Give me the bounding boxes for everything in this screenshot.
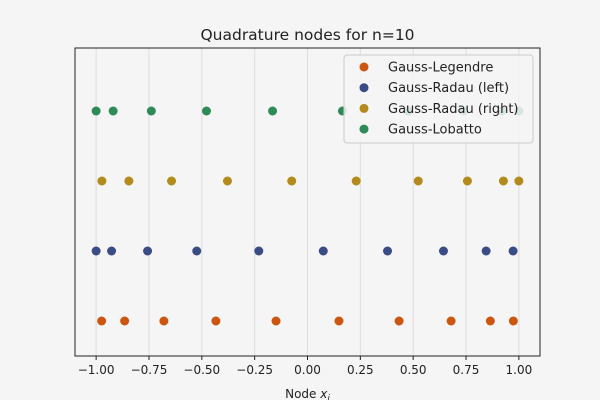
legend-label: Gauss-Radau (right) bbox=[388, 102, 519, 117]
x-tick-label: −0.50 bbox=[183, 363, 220, 377]
x-axis-label-subscript: i bbox=[327, 394, 330, 400]
legend-marker bbox=[359, 83, 369, 93]
data-point bbox=[514, 176, 524, 186]
data-point bbox=[97, 176, 107, 186]
x-tick-label: −0.75 bbox=[131, 363, 168, 377]
data-point bbox=[268, 106, 278, 116]
data-point bbox=[108, 106, 118, 116]
x-axis-label-text: Node bbox=[285, 387, 320, 400]
data-point bbox=[318, 246, 328, 256]
data-point bbox=[201, 106, 211, 116]
data-point bbox=[211, 316, 221, 326]
legend-marker bbox=[359, 103, 369, 113]
data-point bbox=[97, 316, 107, 326]
x-axis-ticks: −1.00 −0.75 −0.50 −0.25 0.00 0.25 0.50 0.75 1.00 bbox=[78, 356, 532, 377]
data-point bbox=[438, 246, 448, 256]
data-point bbox=[462, 176, 472, 186]
data-point bbox=[485, 316, 495, 326]
legend: Gauss-Legendre Gauss-Radau (left) Gauss-Ra… bbox=[343, 54, 534, 144]
x-tick-label: 1.00 bbox=[506, 363, 533, 377]
legend-marker bbox=[359, 124, 369, 134]
data-point bbox=[143, 246, 153, 256]
data-point bbox=[91, 106, 101, 116]
data-point bbox=[394, 316, 404, 326]
data-point bbox=[254, 246, 264, 256]
data-point bbox=[413, 176, 423, 186]
data-point bbox=[120, 316, 130, 326]
series-gauss-radau-right bbox=[97, 176, 524, 186]
x-tick-label: 0.75 bbox=[453, 363, 480, 377]
chart-title: Quadrature nodes for n=10 bbox=[200, 26, 414, 44]
data-point bbox=[508, 246, 518, 256]
data-point bbox=[287, 176, 297, 186]
data-point bbox=[146, 106, 156, 116]
data-point bbox=[107, 246, 117, 256]
data-point bbox=[192, 246, 202, 256]
data-point bbox=[508, 316, 518, 326]
legend-label: Gauss-Lobatto bbox=[388, 123, 482, 138]
series-gauss-radau-left bbox=[91, 246, 518, 256]
data-point bbox=[167, 176, 177, 186]
data-point bbox=[91, 246, 101, 256]
series-gauss-legendre bbox=[97, 316, 518, 326]
data-point bbox=[481, 246, 491, 256]
x-axis-label: Node xi bbox=[285, 387, 330, 400]
x-tick-label: 0.25 bbox=[347, 363, 374, 377]
data-point bbox=[498, 176, 508, 186]
data-point bbox=[159, 316, 169, 326]
data-point bbox=[124, 176, 134, 186]
x-tick-label: −1.00 bbox=[78, 363, 115, 377]
data-point bbox=[334, 316, 344, 326]
legend-label: Gauss-Radau (left) bbox=[388, 81, 509, 96]
x-tick-label: 0.50 bbox=[400, 363, 427, 377]
data-point bbox=[383, 246, 393, 256]
data-point bbox=[351, 176, 361, 186]
data-point bbox=[271, 316, 281, 326]
data-point bbox=[446, 316, 456, 326]
legend-box bbox=[343, 54, 534, 144]
x-tick-label: −0.25 bbox=[236, 363, 273, 377]
x-axis-label-variable: x bbox=[319, 387, 328, 400]
x-tick-label: 0.00 bbox=[294, 363, 321, 377]
legend-label: Gauss-Legendre bbox=[388, 61, 493, 76]
legend-marker bbox=[359, 62, 369, 72]
data-point bbox=[222, 176, 232, 186]
